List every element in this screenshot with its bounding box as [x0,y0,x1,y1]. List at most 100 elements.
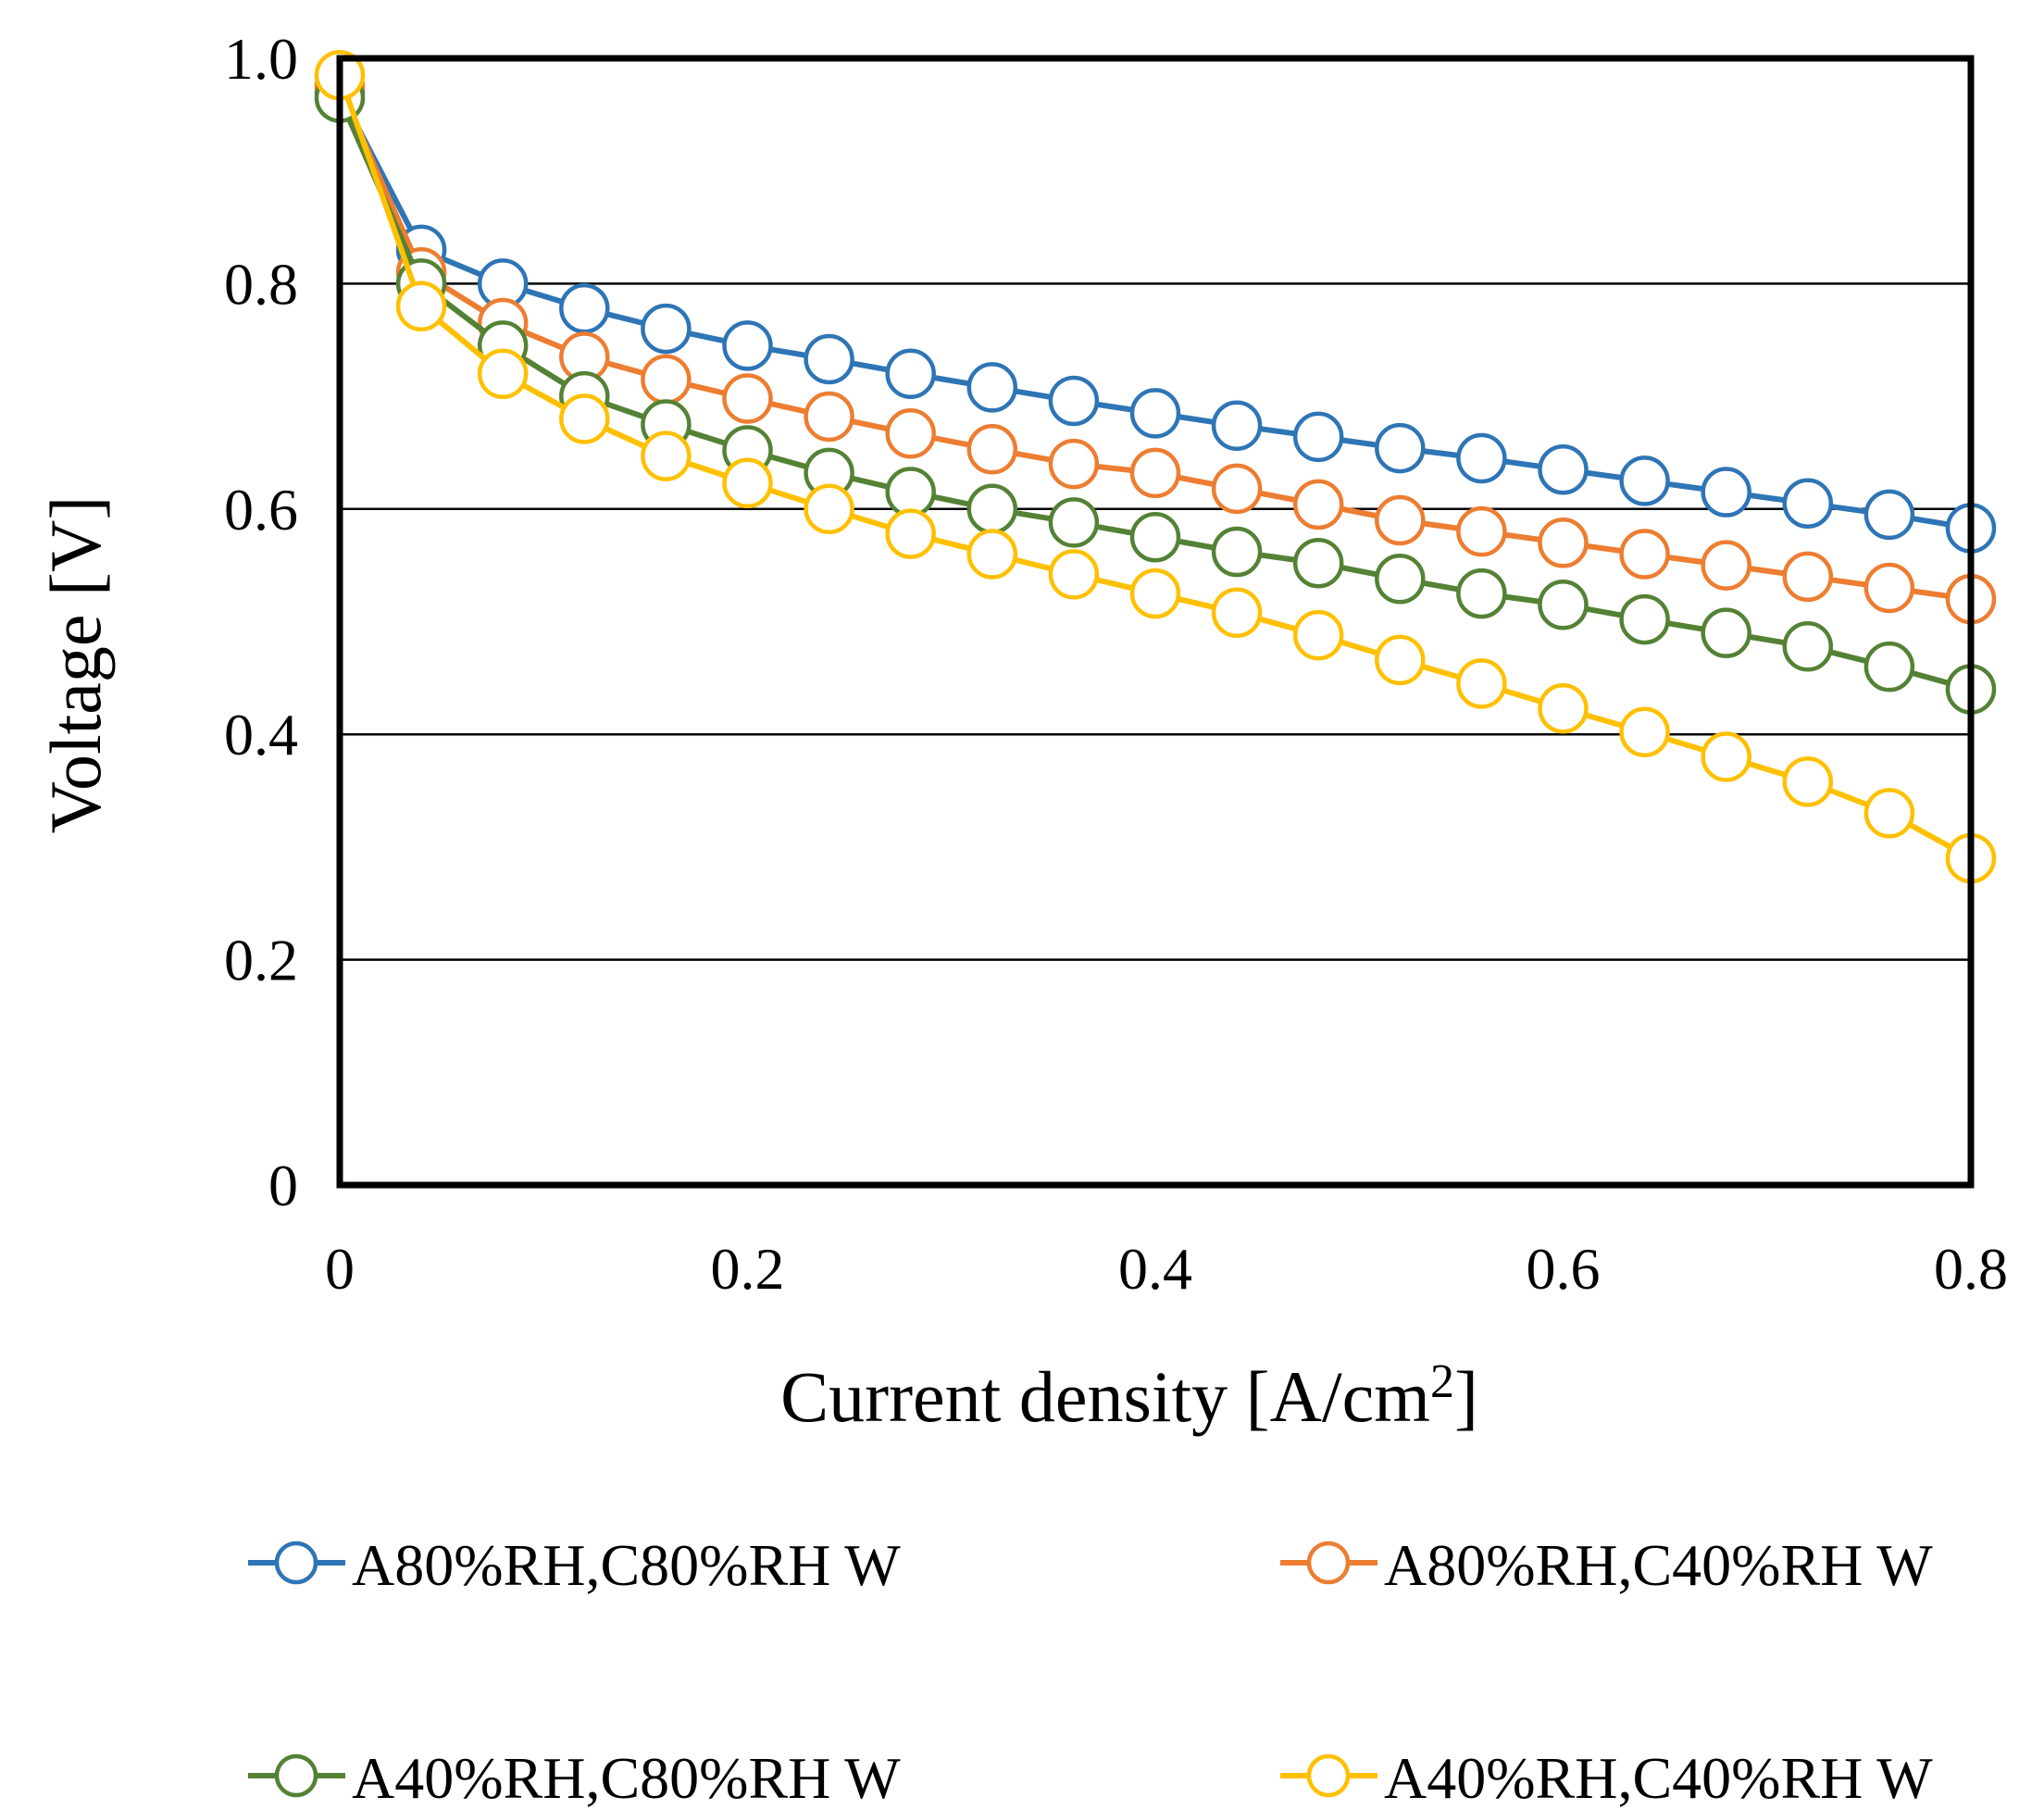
data-point [1863,788,1915,839]
data-point [1782,478,1834,529]
data-point [1292,537,1344,589]
data-point [1456,568,1507,619]
data-point [1292,479,1344,530]
legend-marker [1306,1541,1351,1585]
x-axis-title-superscript: 2 [1430,1355,1454,1408]
data-point [1782,551,1834,603]
gridlines [340,282,1971,961]
x-tick-label: 0.6 [1527,1236,1601,1302]
data-point [477,348,529,400]
data-point [1782,621,1834,672]
data-point [1048,497,1100,548]
data-point [641,354,692,405]
data-point [1782,756,1834,807]
data-point [1211,587,1263,639]
data-point [804,483,854,535]
data-point [966,424,1018,475]
data-point [1048,438,1100,490]
x-axis-title-suffix: ] [1454,1356,1478,1437]
data-point [1619,593,1670,645]
data-point [1619,529,1670,580]
data-point [1292,609,1344,661]
data-point [1375,554,1426,605]
data-point [559,282,610,334]
data-point [1863,562,1915,614]
y-tick-label: 0.6 [224,477,298,543]
series-group [314,50,1997,884]
legend-label: A80%RH,C40%RH W [1384,1532,1933,1598]
legend-marker [1306,1753,1351,1798]
x-tick-label: 0.8 [1934,1236,2008,1302]
data-point [966,483,1018,535]
data-point [1048,549,1100,600]
legend-item: A40%RH,C40%RH W [1280,1745,1933,1809]
data-point [885,508,936,559]
data-point [1129,388,1181,439]
data-point [1863,641,1915,692]
y-tick-label: 0 [268,1153,298,1218]
data-point [1292,411,1344,463]
data-point [885,408,936,459]
data-point [1538,518,1589,568]
y-axis-title: Voltage [V] [35,496,116,834]
tick-labels: 0 0.2 0.4 0.6 0.8 1.0 0 0.2 0.4 0.6 0.8 [224,26,2008,1302]
y-tick-label: 0.4 [224,702,298,767]
data-point [1701,731,1751,782]
data-point [1701,467,1751,518]
data-point [1375,494,1426,546]
x-tick-label: 0 [325,1236,355,1302]
data-point [804,391,854,443]
data-point [722,457,773,509]
data-point [1701,540,1751,591]
legend-label: A40%RH,C40%RH W [1384,1745,1933,1809]
data-point [1211,463,1263,515]
data-point [1619,455,1670,506]
y-tick-label: 1.0 [224,26,298,92]
legend-item: A40%RH,C80%RH W [248,1745,901,1809]
data-point [1048,375,1100,427]
legend-marker [274,1541,318,1585]
data-point [1538,682,1589,734]
data-point [395,281,447,331]
y-tick-label: 0.2 [224,928,298,993]
legend-item: A80%RH,C40%RH W [1280,1532,1933,1598]
legend-item: A80%RH,C80%RH W [248,1532,901,1598]
x-axis-title-main: Current density [A/cm [780,1356,1430,1437]
data-point [641,303,692,355]
data-point [885,467,936,518]
data-point [1129,447,1181,499]
data-point [1456,658,1507,709]
data-point [804,333,854,385]
data-point [722,373,773,424]
data-point [1456,432,1507,484]
legend-label: A40%RH,C80%RH W [352,1745,901,1809]
data-point [1619,706,1670,758]
data-point [1129,511,1181,563]
x-tick-label: 0.4 [1118,1236,1192,1302]
data-point [1211,400,1263,451]
data-point [1538,579,1589,630]
data-point [966,362,1018,413]
data-point [966,529,1018,580]
legend-marker [274,1753,318,1798]
data-point [559,393,610,444]
data-point [722,320,773,371]
data-point [1129,568,1181,619]
legend-label: A80%RH,C80%RH W [352,1532,901,1598]
y-tick-label: 0.8 [224,251,298,317]
data-point [641,430,692,481]
legend: A80%RH,C80%RH W A80%RH,C40%RH W A40%RH,C80… [248,1532,1933,1809]
data-point [885,348,936,400]
x-tick-label: 0.2 [711,1236,785,1302]
data-point [1538,443,1589,495]
data-point [1456,505,1507,557]
series [314,50,1997,884]
data-point [1375,422,1426,474]
x-axis-title: Current density [A/cm2] [780,1355,1478,1437]
data-point [1375,634,1426,686]
plot-area-frame [336,55,1975,1189]
data-point [1701,607,1751,658]
data-point [1211,526,1263,578]
data-point [1863,489,1915,541]
